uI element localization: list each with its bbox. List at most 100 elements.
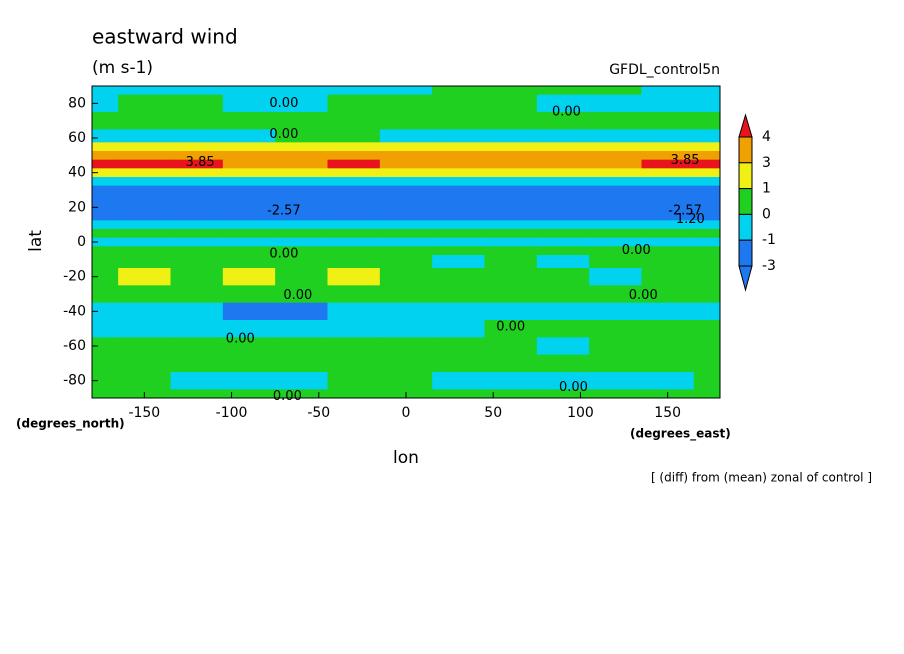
- field-cell: [589, 177, 642, 187]
- field-cell: [222, 337, 276, 356]
- field-cell: [432, 354, 485, 373]
- field-cell: [641, 255, 695, 269]
- field-cell: [536, 129, 590, 143]
- field-cell: [275, 372, 328, 390]
- note: [ (diff) from (mean) zonal of control ]: [651, 471, 872, 485]
- field-cell: [641, 203, 695, 213]
- field-cell: [432, 220, 485, 230]
- field-cell: [484, 285, 538, 304]
- field-cell: [222, 151, 276, 161]
- field-cell: [275, 129, 328, 143]
- field-cell: [327, 151, 381, 161]
- field-cell: [92, 372, 119, 390]
- field-cell: [92, 94, 119, 113]
- field-cell: [641, 220, 695, 230]
- field-cell: [589, 337, 642, 356]
- colorbar-label: -3: [762, 258, 776, 274]
- field-cell: [641, 129, 695, 143]
- field-cell: [484, 320, 538, 338]
- field-cell: [641, 320, 695, 338]
- colorbar-segment: [738, 162, 753, 190]
- field-cell: [693, 142, 721, 152]
- contour-label: 3.85: [186, 155, 215, 170]
- field-cell: [693, 285, 721, 304]
- field-cell: [484, 302, 538, 321]
- field-cell: [641, 354, 695, 373]
- field-cell: [275, 203, 328, 213]
- contour-label: 3.85: [671, 153, 700, 168]
- field-cell: [536, 168, 590, 178]
- field-cell: [379, 129, 433, 143]
- field-cell: [327, 177, 381, 187]
- field-cell: [641, 112, 695, 130]
- field-cell: [432, 194, 485, 204]
- field-cell: [379, 229, 433, 239]
- field-cell: [92, 389, 119, 399]
- field-cell: [118, 203, 171, 213]
- contour-label: 0.00: [559, 380, 588, 395]
- field-cell: [379, 268, 433, 286]
- field-cell: [170, 86, 224, 96]
- field-cell: [641, 142, 695, 152]
- field-cell: [275, 268, 328, 286]
- field-cell: [379, 142, 433, 152]
- field-cell: [222, 185, 276, 195]
- field-cell: [432, 159, 485, 169]
- field-cell: [379, 151, 433, 161]
- field-cell: [693, 211, 721, 221]
- field-cell: [484, 268, 538, 286]
- field-cell: [327, 229, 381, 239]
- field-cell: [589, 168, 642, 178]
- field-cell: [693, 94, 721, 113]
- field-cell: [484, 337, 538, 356]
- field-cell: [275, 112, 328, 130]
- field-cell: [693, 112, 721, 130]
- field-cell: [536, 337, 590, 356]
- field-cell: [222, 86, 276, 96]
- field-cell: [536, 268, 590, 286]
- field-cell: [118, 220, 171, 230]
- field-cell: [536, 302, 590, 321]
- field-cell: [327, 129, 381, 143]
- field-cell: [222, 129, 276, 143]
- field-cell: [170, 229, 224, 239]
- field-cell: [275, 211, 328, 221]
- field-cell: [170, 237, 224, 247]
- field-cell: [432, 94, 485, 113]
- field-cell: [275, 337, 328, 356]
- field-cell: [275, 86, 328, 96]
- field-cell: [170, 268, 224, 286]
- colorbar-label: 0: [762, 206, 771, 222]
- field-cell: [484, 159, 538, 169]
- field-cell: [589, 211, 642, 221]
- field-cell: [589, 285, 642, 304]
- x-tick-label: 150: [654, 405, 681, 421]
- field-cell: [432, 320, 485, 338]
- field-cell: [92, 177, 119, 187]
- contour-label: 0.00: [496, 319, 525, 334]
- field-cell: [275, 159, 328, 169]
- y-unit: (degrees_north): [16, 417, 125, 432]
- contour-label: 0.00: [269, 127, 298, 142]
- x-tick-label: 100: [567, 405, 594, 421]
- field-cell: [589, 372, 642, 390]
- field-cell: [170, 194, 224, 204]
- field-cell: [275, 246, 328, 256]
- field-cell: [327, 389, 381, 399]
- field-cell: [641, 246, 695, 256]
- field-cell: [484, 229, 538, 239]
- field-cell: [379, 337, 433, 356]
- field-cell: [693, 237, 721, 247]
- field-cell: [327, 112, 381, 130]
- field-cell: [379, 285, 433, 304]
- field-cell: [118, 129, 171, 143]
- field-cell: [641, 86, 695, 96]
- field-cell: [641, 159, 695, 169]
- colorbar-segment: [738, 136, 753, 164]
- field-cell: [589, 194, 642, 204]
- x-tick-label: 50: [484, 405, 502, 421]
- field-cell: [484, 142, 538, 152]
- field-cell: [327, 142, 381, 152]
- field-cell: [222, 229, 276, 239]
- field-cell: [379, 86, 433, 96]
